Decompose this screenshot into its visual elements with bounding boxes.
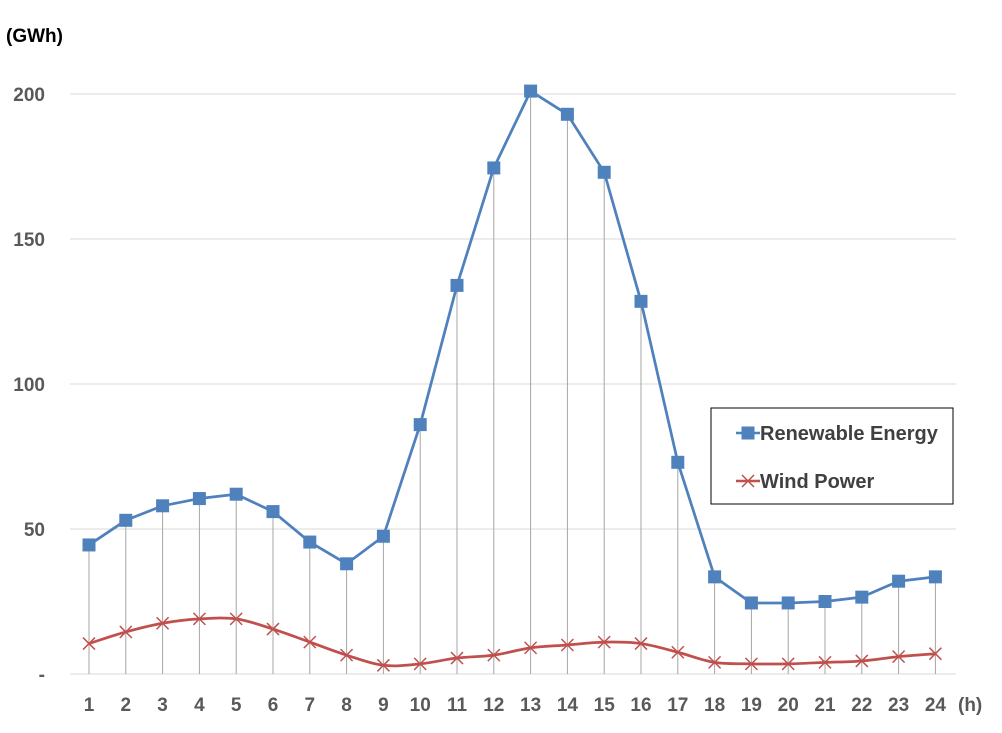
data-point [892,650,906,664]
data-point [781,657,795,671]
legend: Renewable Energy Wind Power [710,407,954,505]
x-tick-label: 5 [231,695,242,716]
x-tick-label: 24 [925,695,947,716]
x-tick-label: 8 [341,695,352,716]
data-point [744,657,758,671]
data-point [266,505,280,519]
series-layer [82,84,942,672]
data-point [597,165,611,179]
data-point [340,557,354,571]
data-point [708,570,722,584]
x-tick-label: 20 [778,695,799,716]
series-renewable-energy [82,84,942,610]
x-tick-label: 13 [520,695,541,716]
data-point [376,529,390,543]
x-tick-label: 4 [194,695,205,716]
series-line [88,616,936,668]
y-tick-label: 200 [13,85,45,106]
data-point [156,616,170,630]
data-point [192,492,206,506]
data-point [928,647,942,661]
y-tick-label: - [39,665,45,686]
x-tick-label: 18 [704,695,725,716]
data-point [119,625,133,639]
data-point [156,499,170,513]
data-point [524,641,538,655]
data-point [229,612,243,626]
data-point [560,638,574,652]
x-tick-label: 1 [84,695,95,716]
legend-x-marker-icon [741,474,755,488]
legend-label-wind: Wind Power [760,471,874,493]
data-point [303,635,317,649]
drop-lines [88,91,936,674]
x-tick-label: 15 [594,695,616,716]
x-tick-label: 3 [157,695,168,716]
x-tick-label: 6 [268,695,279,716]
series-wind-power [82,612,942,672]
x-tick-label: 23 [888,695,909,716]
data-point [82,637,96,651]
data-point [487,161,501,175]
data-point [376,658,390,672]
data-point [892,574,906,588]
data-point [855,590,869,604]
x-tick-label: 9 [378,695,389,716]
data-point [450,651,464,665]
data-point [524,84,538,98]
y-axis-unit-label: (GWh) [6,26,63,47]
x-tick-label: 2 [121,695,132,716]
data-point [340,648,354,662]
data-point [744,596,758,610]
data-point [818,595,832,608]
data-point [708,655,722,669]
data-point [119,513,133,527]
data-point [781,596,795,610]
data-point [487,648,501,662]
data-point [413,418,427,432]
legend-square-icon [741,426,755,440]
x-tick-label: 19 [741,695,762,716]
data-point [560,107,574,121]
x-tick-label: 22 [851,695,872,716]
data-point [229,487,243,501]
data-point [303,535,317,549]
y-tick-label: 100 [13,375,45,396]
data-point [634,637,648,651]
x-tick-label: 11 [447,695,468,716]
x-tick-label: 14 [557,695,579,716]
x-tick-label: 16 [630,695,651,716]
data-point [818,655,832,669]
x-tick-label: 7 [305,695,316,716]
data-point [413,657,427,671]
legend-label-renewable: Renewable Energy [760,423,939,445]
data-point [266,622,280,636]
x-axis-unit-label: (h) [958,695,982,716]
gridlines [70,93,956,675]
data-point [928,570,942,584]
series-line [88,89,936,605]
y-axis-ticks: - 50 100 150 200 [13,85,45,686]
data-point [82,538,96,552]
x-tick-label: 10 [410,695,431,716]
data-point [450,278,464,292]
x-tick-label: 12 [483,695,504,716]
y-tick-label: 150 [13,230,45,251]
data-point [671,645,685,659]
x-tick-label: 21 [814,695,836,716]
y-tick-label: 50 [24,520,45,541]
data-point [634,294,648,308]
data-point [192,612,206,626]
x-tick-label: 17 [667,695,688,716]
data-point [671,455,685,469]
legend-box [710,407,954,505]
data-point [597,635,611,649]
data-point [855,654,869,668]
x-axis-ticks: 1 2 3 4 5 6 7 8 9 10 11 12 13 14 15 16 17 18 19 20 21 22 23 24 [84,695,947,716]
